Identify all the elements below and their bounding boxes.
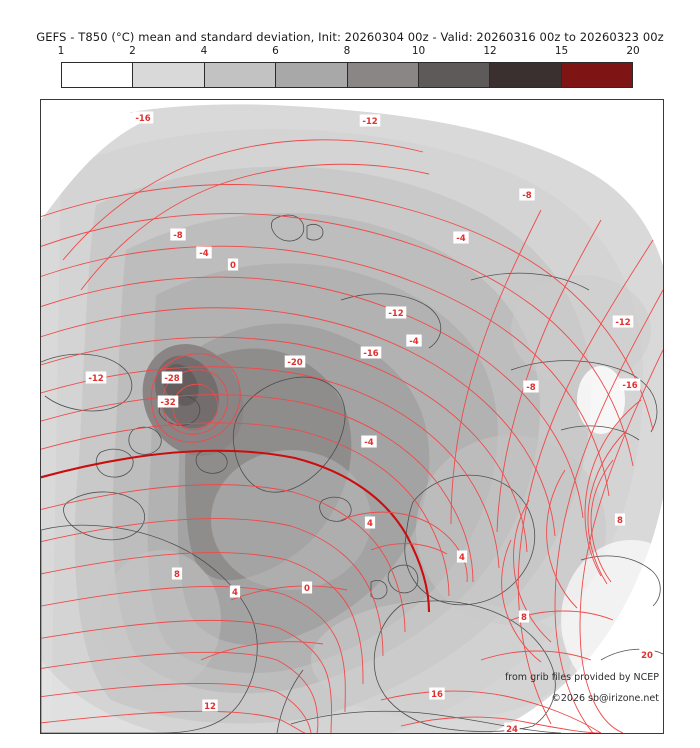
colorbar-segment-1	[62, 63, 134, 87]
contour-label-bg	[639, 648, 655, 661]
contour-label-bg	[227, 258, 239, 271]
contour-label-bg	[385, 306, 407, 319]
contour-label-bg	[85, 371, 107, 384]
colorbar-segment-3	[204, 63, 277, 87]
contour-label: -8	[522, 191, 532, 201]
colorbar: 1 2 4 6 8 10 12 15 20	[58, 45, 640, 88]
contour-label: 4	[367, 519, 373, 529]
colorbar-segment-6	[418, 63, 491, 87]
contour-label: 4	[232, 588, 238, 598]
colorbar-ticks: 1 2 4 6 8 10 12 15 20	[57, 45, 640, 61]
contour-label-bg	[364, 516, 376, 529]
contour-label-bg	[196, 246, 212, 259]
contour-label-bg	[359, 114, 381, 127]
contour-label-bg	[523, 380, 539, 393]
contour-label: 8	[521, 613, 527, 623]
contour-label-bg	[171, 567, 183, 580]
colorbar-segment-2	[133, 63, 205, 87]
contour-label-bg	[456, 550, 468, 563]
contour-label-bg	[518, 610, 530, 623]
contour-label-bg	[429, 687, 445, 700]
contour-label-bg	[170, 228, 186, 241]
colorbar-gradient	[61, 62, 633, 88]
colorbar-tick-6: 6	[272, 45, 279, 57]
credit-copyright: ©2026 sb@irizone.net	[551, 693, 659, 704]
contour-label-bg	[504, 722, 520, 733]
contour-label: -8	[173, 231, 183, 241]
contour-label-bg	[284, 355, 306, 368]
contour-label-bg	[614, 513, 626, 526]
colorbar-tick-10: 10	[411, 45, 426, 57]
contour-labels: -16 -12 -8 -4 0 -4 -8 -12 -16 -4 -20 -28 -32 -12 -12 -1…	[85, 111, 655, 733]
zero-contour	[41, 449, 431, 613]
contour-label-bg	[361, 435, 377, 448]
contour-label-bg	[519, 188, 535, 201]
credit-source: from grib files provided by NCEP	[504, 672, 659, 683]
contour-label: 0	[230, 261, 236, 271]
colorbar-tick-4: 4	[200, 45, 208, 57]
contour-label: 4	[459, 553, 465, 563]
colorbar-tick-2: 2	[129, 45, 136, 57]
contour-label: 12	[204, 702, 216, 712]
contour-label-bg	[161, 371, 183, 384]
contour-label-bg	[360, 346, 382, 359]
map-canvas[interactable]: -16 -12 -8 -4 0 -4 -8 -12 -16 -4 -20 -28 -32 -12 -12 -1…	[40, 99, 664, 734]
colorbar-segment-4	[276, 63, 348, 87]
contour-label: -16	[622, 381, 637, 391]
colorbar-tick-8: 8	[343, 45, 351, 57]
contour-label-bg	[453, 231, 469, 244]
contour-label: 8	[174, 570, 180, 580]
contour-label: -20	[287, 358, 302, 368]
colorbar-tick-20: 20	[626, 45, 640, 57]
contour-label-bg	[301, 581, 313, 594]
contour-label: -4	[364, 438, 374, 448]
contour-label-bg	[612, 315, 634, 328]
contour-label: 0	[304, 584, 310, 594]
contour-label: -12	[615, 318, 630, 328]
contour-label: 16	[431, 690, 443, 700]
contour-label-bg	[619, 378, 641, 391]
contour-label: -12	[388, 309, 403, 319]
colorbar-segment-7	[490, 63, 562, 87]
contour-label-bg	[406, 334, 422, 347]
temperature-contours	[41, 139, 663, 733]
contour-label: -12	[88, 374, 103, 384]
contour-label: -16	[135, 114, 150, 124]
contour-label: -16	[363, 349, 378, 359]
contour-label-bg	[132, 111, 154, 124]
contour-label-bg	[157, 395, 179, 408]
colorbar-tick-15: 15	[554, 45, 569, 57]
colorbar-tick-12: 12	[483, 45, 497, 57]
contour-label: -8	[526, 383, 536, 393]
contour-label: -4	[456, 234, 466, 244]
contour-label: -4	[409, 337, 419, 347]
contour-label: -4	[199, 249, 209, 259]
contour-label: -12	[362, 117, 377, 127]
contour-label: -28	[164, 374, 179, 384]
colorbar-tick-1: 1	[57, 45, 65, 57]
page-title: GEFS - T850 (°C) mean and standard devia…	[36, 30, 664, 44]
contour-label: 20	[641, 651, 653, 661]
colorbar-segment-8	[561, 63, 632, 87]
map-svg: -16 -12 -8 -4 0 -4 -8 -12 -16 -4 -20 -28 -32 -12 -12 -1…	[41, 100, 663, 733]
colorbar-segment-5	[347, 63, 419, 87]
contour-label: 8	[617, 516, 623, 526]
contour-label-bg	[202, 699, 218, 712]
contour-label: -32	[160, 398, 175, 408]
contour-label-bg	[229, 585, 241, 598]
contour-label: 24	[506, 725, 518, 733]
